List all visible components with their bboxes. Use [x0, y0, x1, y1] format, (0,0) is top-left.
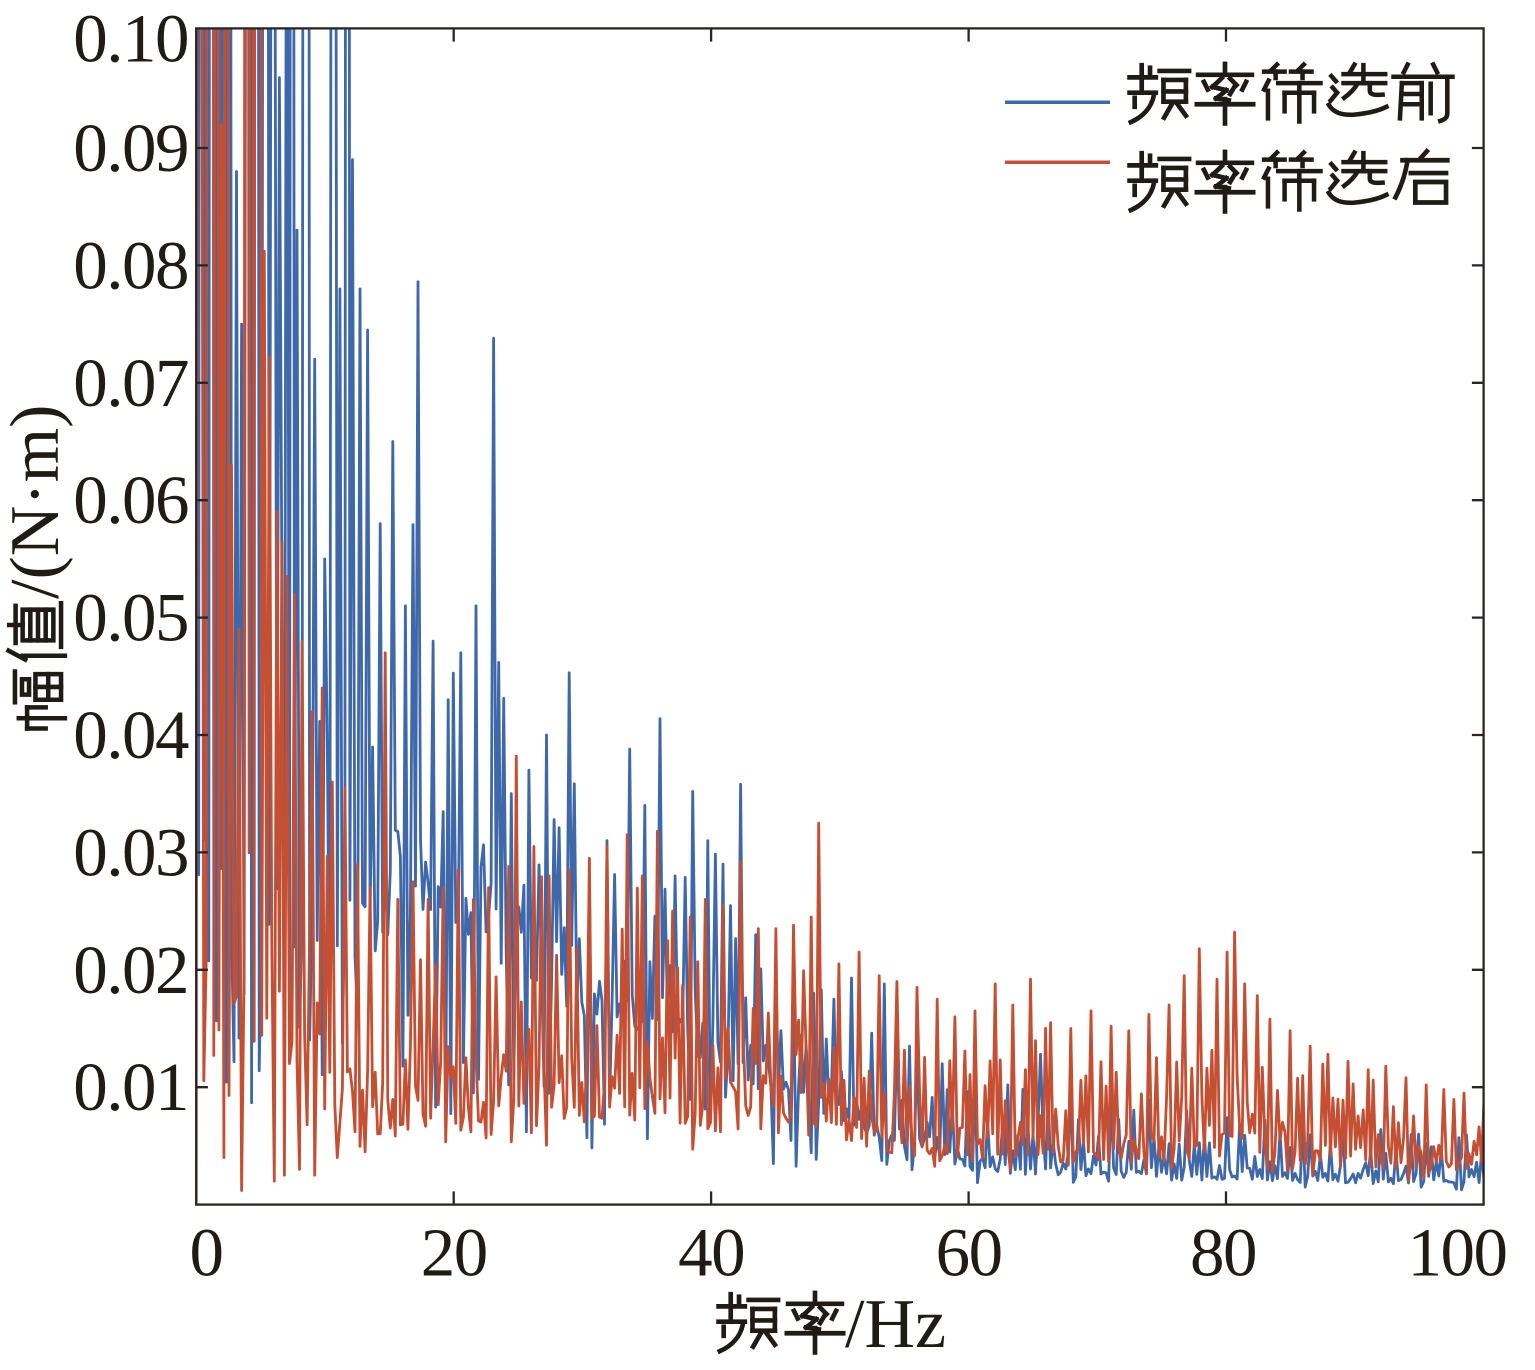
svg-text:0.02: 0.02	[73, 932, 188, 1008]
svg-text:20: 20	[421, 1215, 487, 1291]
svg-text:60: 60	[936, 1215, 1002, 1291]
svg-text:0.07: 0.07	[73, 345, 188, 421]
svg-text:0.01: 0.01	[73, 1049, 188, 1125]
svg-text:0.06: 0.06	[73, 462, 188, 538]
svg-text:0.05: 0.05	[73, 580, 188, 656]
svg-text:0.04: 0.04	[73, 697, 189, 773]
svg-text:0.03: 0.03	[73, 814, 188, 890]
svg-text:40: 40	[678, 1215, 744, 1291]
svg-text:/Hz: /Hz	[845, 1286, 946, 1363]
svg-text:/(N·m): /(N·m)	[0, 405, 74, 599]
svg-text:100: 100	[1408, 1215, 1507, 1291]
svg-text:0.09: 0.09	[73, 110, 188, 186]
svg-text:80: 80	[1190, 1215, 1256, 1291]
svg-text:0.08: 0.08	[73, 227, 188, 303]
svg-text:0: 0	[190, 1215, 223, 1291]
svg-text:0.10: 0.10	[73, 1, 188, 77]
